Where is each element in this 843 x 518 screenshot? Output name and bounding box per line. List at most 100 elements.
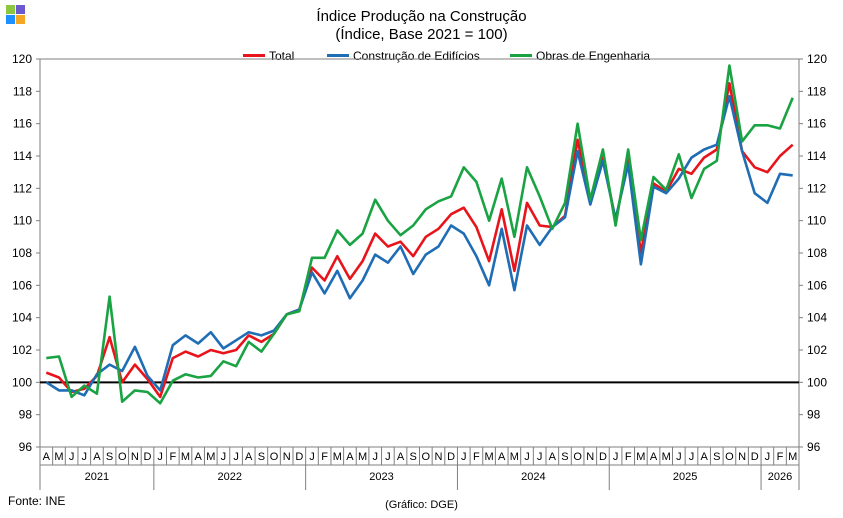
series-line-construcao-edificios [45,94,793,397]
y-tick-label-left: 108 [12,246,32,260]
x-month-label: J [69,451,75,463]
x-month-label: J [765,451,771,463]
x-month-label: O [725,451,734,463]
x-month-label: A [93,451,101,463]
x-month-label: J [385,451,391,463]
x-month-label: A [43,451,51,463]
x-month-label: F [321,451,328,463]
x-month-label: A [245,451,253,463]
x-month-label: M [662,451,671,463]
y-tick-label-right: 116 [807,117,826,131]
x-month-label: S [258,451,265,463]
logo-square-3 [6,15,15,24]
y-tick-label-right: 100 [807,375,827,389]
x-month-label: J [233,451,239,463]
x-month-label: N [131,451,139,463]
x-month-label: D [144,451,152,463]
y-tick-label-right: 114 [807,149,826,163]
x-month-label: A [549,451,557,463]
x-month-label: M [206,451,215,463]
legend-swatch-engenharia [510,54,532,58]
x-month-label: F [473,451,480,463]
y-tick-label-left: 104 [12,311,32,325]
x-month-label: N [586,451,594,463]
y-tick-label-left: 100 [12,375,32,389]
x-month-label: D [751,451,759,463]
series-line-obras-engenharia [46,64,794,405]
x-month-label: M [788,451,797,463]
x-month-label: M [636,451,645,463]
y-tick-label-right: 96 [807,440,821,454]
x-month-label: F [169,451,176,463]
x-month-label: F [777,451,784,463]
y-tick-label-right: 104 [807,311,827,325]
legend-swatch-total [243,54,265,58]
x-month-label: M [358,451,367,463]
y-tick-label-left: 120 [12,52,32,66]
y-tick-label-right: 108 [807,246,827,260]
x-month-label: A [700,451,708,463]
chart-title: Índice Produção na Construção [316,8,527,25]
x-month-label: J [613,451,619,463]
x-year-label: 2024 [521,471,545,483]
x-month-label: N [283,451,291,463]
y-tick-label-left: 96 [19,440,33,454]
x-year-label: 2026 [768,471,792,483]
x-month-label: F [625,451,632,463]
x-year-label: 2021 [85,471,109,483]
dge-logo [6,5,26,25]
y-tick-label-right: 118 [807,84,826,98]
x-month-label: J [309,451,315,463]
logo-square-1 [6,5,15,14]
y-tick-label-right: 110 [807,214,826,228]
x-month-label: S [713,451,720,463]
x-month-label: J [221,451,227,463]
x-year-label: 2023 [369,471,393,483]
x-month-label: O [422,451,431,463]
x-month-label: O [118,451,127,463]
x-month-label: S [410,451,417,463]
y-tick-label-left: 102 [12,343,32,357]
x-month-label: M [181,451,190,463]
x-month-label: J [537,451,543,463]
legend-swatch-edificios [327,54,349,58]
x-year-label: 2025 [673,471,697,483]
x-month-label: J [689,451,695,463]
x-month-label: N [738,451,746,463]
x-month-label: S [561,451,568,463]
x-month-label: J [461,451,467,463]
x-month-label: M [54,451,63,463]
x-month-label: A [397,451,405,463]
y-tick-label-right: 120 [807,52,827,66]
x-month-label: D [599,451,607,463]
x-month-label: J [372,451,378,463]
y-tick-label-right: 102 [807,343,827,357]
logo-square-4 [16,15,25,24]
x-month-label: J [524,451,530,463]
logo-square-2 [16,5,25,14]
x-month-label: J [676,451,682,463]
x-month-label: O [270,451,279,463]
x-month-label: M [333,451,342,463]
x-month-label: A [346,451,354,463]
x-month-label: A [498,451,506,463]
y-tick-label-right: 106 [807,278,827,292]
y-tick-label-left: 110 [13,214,32,228]
x-month-label: D [447,451,455,463]
x-month-label: S [106,451,113,463]
y-tick-label-left: 98 [19,408,33,422]
chart-subtitle: (Índice, Base 2021 = 100) [335,26,508,43]
x-year-label: 2022 [218,471,242,483]
y-tick-label-right: 112 [807,181,826,195]
x-month-label: D [295,451,303,463]
x-month-label: J [82,451,88,463]
y-tick-label-left: 118 [13,84,32,98]
y-tick-label-left: 106 [12,278,32,292]
x-month-label: O [573,451,582,463]
chart-credit: (Gráfico: DGE) [385,499,458,511]
y-tick-label-right: 98 [807,408,821,422]
x-month-label: M [484,451,493,463]
y-tick-label-left: 112 [13,181,32,195]
x-month-label: N [434,451,442,463]
